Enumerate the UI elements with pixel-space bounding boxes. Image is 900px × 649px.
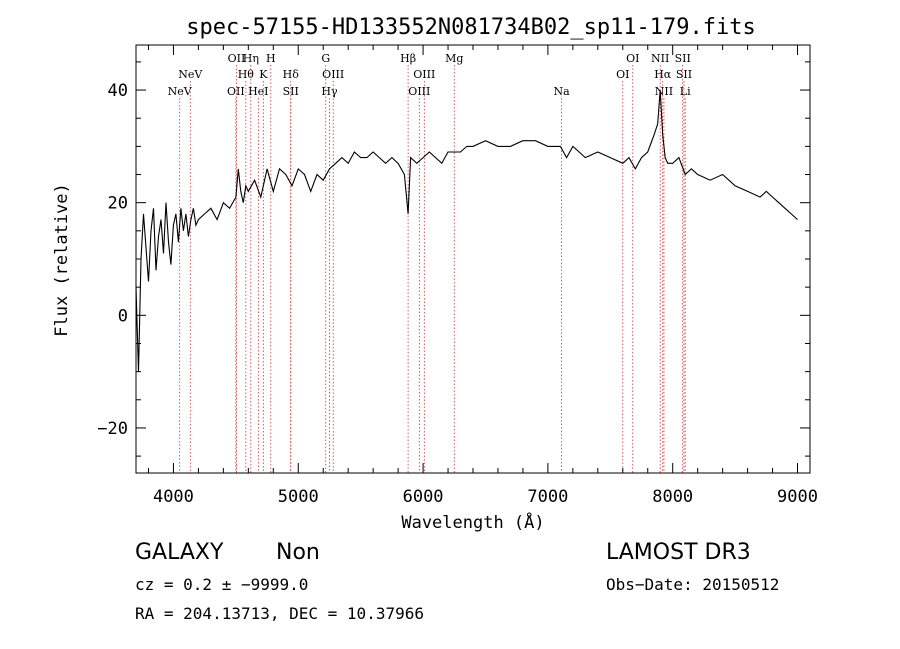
spectral-line-label: Na bbox=[554, 85, 571, 98]
spectral-line-labels: NeV NeV OII OII Hθ Hη HeI KH Hδ SII G Hγ OIII Hβ OIII O… bbox=[168, 52, 692, 98]
spectral-line-label: Mg bbox=[445, 52, 463, 65]
x-tick-label: 7000 bbox=[527, 487, 568, 507]
x-tick-label: 9000 bbox=[777, 487, 818, 507]
spectral-line-label: Hβ bbox=[400, 52, 416, 65]
spectral-line-label: SII bbox=[283, 85, 299, 98]
spectral-line-label: Li bbox=[680, 85, 691, 98]
y-tick-label: 20 bbox=[108, 194, 128, 214]
object-type: GALAXY bbox=[135, 540, 224, 565]
chart-title: spec-57155-HD133552N081734B02_sp11-179.f… bbox=[186, 15, 756, 40]
spectral-line-label: OIII bbox=[408, 85, 430, 98]
spectral-line-label: Hα bbox=[654, 68, 672, 81]
spectral-line-label: Hθ bbox=[238, 68, 255, 81]
spectral-line-label: HeI bbox=[248, 85, 268, 98]
spectral-line-label: H bbox=[266, 52, 276, 65]
y-axis-ticks: −20 0 20 40 bbox=[97, 61, 810, 457]
spectral-line-label: SII bbox=[675, 52, 691, 65]
spectral-line-label: NeV bbox=[168, 85, 193, 98]
spectral-line-label: Hδ bbox=[283, 68, 300, 81]
obs-date-text: Obs−Date: 20150512 bbox=[606, 575, 779, 594]
y-tick-label: 40 bbox=[108, 81, 128, 101]
spectral-line-label: OI bbox=[616, 68, 629, 81]
spectral-line-label: OII bbox=[228, 52, 246, 65]
spectral-line-markers bbox=[179, 65, 686, 473]
x-tick-label: 8000 bbox=[652, 487, 693, 507]
redshift-text: cz = 0.2 ± −9999.0 bbox=[135, 575, 308, 594]
x-tick-label: 6000 bbox=[403, 487, 444, 507]
spectral-line-label: OI bbox=[626, 52, 639, 65]
x-axis-ticks: 4000 5000 6000 7000 8000 9000 bbox=[147, 45, 818, 507]
spectral-line-label: OIII bbox=[322, 68, 344, 81]
x-axis-label: Wavelength (Å) bbox=[401, 511, 544, 533]
spectral-line-label: K bbox=[259, 68, 268, 81]
spectral-line-label: NII bbox=[651, 52, 669, 65]
spectral-line-label: Hγ bbox=[321, 85, 338, 98]
x-tick-label: 5000 bbox=[278, 487, 319, 507]
survey-name: LAMOST DR3 bbox=[606, 540, 751, 565]
spectral-line-label: OII bbox=[227, 85, 245, 98]
y-tick-label: 0 bbox=[118, 306, 128, 326]
y-axis-label: Flux (relative) bbox=[52, 183, 72, 337]
object-subtype: Non bbox=[276, 540, 320, 565]
spectral-line-label: G bbox=[321, 52, 330, 65]
plot-frame bbox=[135, 44, 811, 474]
y-tick-label: −20 bbox=[97, 419, 128, 439]
x-tick-label: 4000 bbox=[153, 487, 194, 507]
spectral-line-label: NeV bbox=[178, 68, 203, 81]
spectral-line-label: SII bbox=[676, 68, 692, 81]
spectral-line-label: OIII bbox=[413, 68, 435, 81]
ra-dec-text: RA = 204.13713, DEC = 10.37966 bbox=[135, 604, 424, 623]
spectrum-line bbox=[135, 90, 798, 372]
spectral-line-label: Hη bbox=[243, 52, 259, 65]
spectral-line-label: NII bbox=[655, 85, 673, 98]
